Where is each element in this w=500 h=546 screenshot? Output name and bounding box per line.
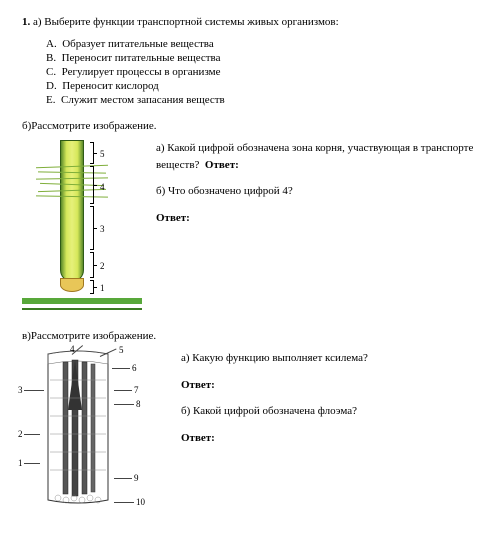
options-list: A. Образует питательные вещества B. Пере… xyxy=(46,38,478,106)
stem-diagram-col: 1 2 3 4 5 6 7 8 9 10 xyxy=(22,350,167,510)
lbl-9: 9 xyxy=(134,473,139,483)
stem-svg xyxy=(38,350,118,506)
answer-label: Ответ: xyxy=(181,379,215,391)
lbl-5: 5 xyxy=(119,345,124,355)
opt-letter: A. xyxy=(46,38,57,50)
v-sub-b: б) Какой цифрой обозначена флоэма? xyxy=(181,403,478,420)
root-diagram: 5 4 3 2 1 xyxy=(22,140,142,310)
v-sub-a: а) Какую функцию выполняет ксилема? xyxy=(181,350,478,367)
root-cap xyxy=(60,278,84,292)
lbl-8: 8 xyxy=(136,399,141,409)
option-c: C. Регулирует процессы в организме xyxy=(46,66,478,78)
opt-text: Образует питательные вещества xyxy=(62,38,214,50)
zone-5: 5 xyxy=(100,149,105,159)
brace-4 xyxy=(90,166,94,204)
opt-letter: E. xyxy=(46,94,55,106)
opt-letter: D. xyxy=(46,80,57,92)
opt-text: Служит местом запасания веществ xyxy=(61,94,225,106)
zone-3: 3 xyxy=(100,224,105,234)
question-header: 1. а) Выберите функции транспортной сист… xyxy=(22,16,478,28)
brace-1 xyxy=(90,280,94,294)
b-sub-a: а) Какой цифрой обозначена зона корня, у… xyxy=(156,140,478,173)
opt-text: Регулирует процессы в организме xyxy=(62,66,221,78)
option-b: B. Переносит питательные вещества xyxy=(46,52,478,64)
part-v-text: а) Какую функцию выполняет ксилема? Отве… xyxy=(181,350,478,456)
zone-2: 2 xyxy=(100,261,105,271)
part-v-row: 1 2 3 4 5 6 7 8 9 10 а) Какую функцию вы… xyxy=(22,350,478,510)
answer-label: Ответ: xyxy=(156,212,190,224)
q1-prompt: Выберите функции транспортной системы жи… xyxy=(44,16,338,28)
lead-6 xyxy=(112,368,130,369)
part-v-label: в)Рассмотрите изображение. xyxy=(22,330,478,342)
opt-text: Переносит кислород xyxy=(62,80,159,92)
brace-3 xyxy=(90,206,94,250)
part-b-label: б)Рассмотрите изображение. xyxy=(22,120,478,132)
soil-line-2 xyxy=(22,308,142,310)
zone-4: 4 xyxy=(100,182,105,192)
option-d: D. Переносит кислород xyxy=(46,80,478,92)
zone-1: 1 xyxy=(100,283,105,293)
lbl-6: 6 xyxy=(132,363,137,373)
root-body xyxy=(60,140,84,282)
answer-label: Ответ: xyxy=(205,159,239,171)
lbl-10: 10 xyxy=(136,497,145,507)
brace-5 xyxy=(90,142,94,164)
option-a: A. Образует питательные вещества xyxy=(46,38,478,50)
lbl-2: 2 xyxy=(18,429,23,439)
answer-label: Ответ: xyxy=(181,432,215,444)
lead-3 xyxy=(24,390,44,391)
root-hairs xyxy=(36,166,108,202)
lead-7 xyxy=(114,390,132,391)
stem-diagram: 1 2 3 4 5 6 7 8 9 10 xyxy=(22,350,167,510)
lead-8 xyxy=(114,404,134,405)
opt-letter: B. xyxy=(46,52,56,64)
part-b-row: 5 4 3 2 1 а) Какой цифрой обозначена зон… xyxy=(22,140,478,310)
lbl-3: 3 xyxy=(18,385,23,395)
lead-2 xyxy=(24,434,40,435)
opt-letter: C. xyxy=(46,66,56,78)
part-b-text: а) Какой цифрой обозначена зона корня, у… xyxy=(156,140,478,236)
brace-2 xyxy=(90,252,94,278)
b-sub-a-text: а) Какой цифрой обозначена зона корня, у… xyxy=(156,142,473,171)
part-a-label: а) xyxy=(33,16,42,28)
lead-10 xyxy=(114,502,134,503)
lead-9 xyxy=(114,478,132,479)
q-number: 1. xyxy=(22,16,30,28)
lbl-7: 7 xyxy=(134,385,139,395)
root-diagram-col: 5 4 3 2 1 xyxy=(22,140,142,310)
b-sub-b: б) Что обозначено цифрой 4? xyxy=(156,183,478,200)
opt-text: Переносит питательные вещества xyxy=(62,52,221,64)
option-e: E. Служит местом запасания веществ xyxy=(46,94,478,106)
lbl-4: 4 xyxy=(70,344,75,354)
soil-line xyxy=(22,298,142,304)
lead-1 xyxy=(24,463,40,464)
lbl-1: 1 xyxy=(18,458,23,468)
